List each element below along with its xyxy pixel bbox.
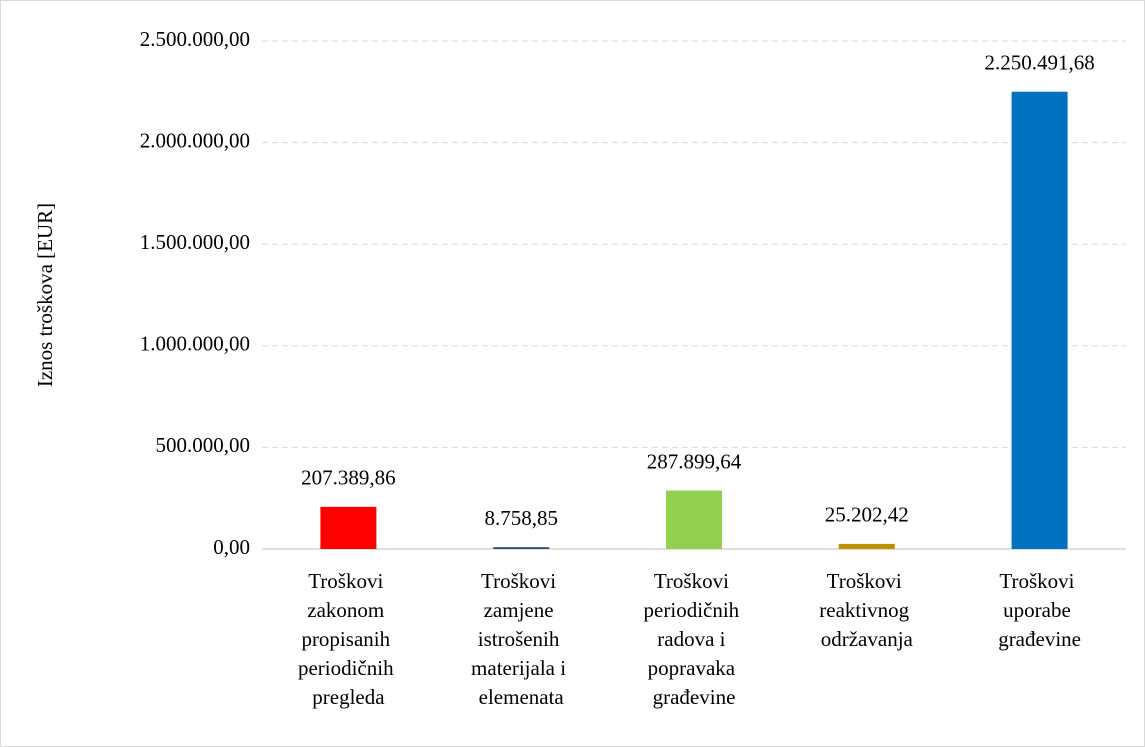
- y-tick-label: 1.000.000,00: [140, 332, 250, 356]
- y-axis-label: Iznos troškova [EUR]: [33, 203, 57, 387]
- data-label: 287.899,64: [647, 449, 742, 473]
- x-tick-label: Troškovi zamjene istrošenih materijala i…: [471, 569, 571, 709]
- bar: [320, 506, 377, 549]
- x-tick-label: Troškovi periodičnih radova i popravaka …: [644, 569, 745, 709]
- y-tick-label: 2.000.000,00: [140, 128, 250, 152]
- x-tick-label: Troškovi zakonom propisanih periodičnih …: [298, 569, 399, 709]
- data-label: 25.202,42: [825, 503, 909, 527]
- bar: [493, 547, 550, 549]
- y-tick-label: 2.500.000,00: [140, 27, 250, 51]
- y-tick-label: 500.000,00: [156, 433, 251, 457]
- bar: [1011, 91, 1068, 550]
- x-tick-label: Troškovi reaktivnog održavanja: [819, 569, 914, 651]
- y-tick-label: 1.500.000,00: [140, 230, 250, 254]
- data-label: 207.389,86: [301, 466, 396, 490]
- y-tick-label: 0,00: [213, 535, 250, 559]
- data-label: 8.758,85: [484, 506, 558, 530]
- bar: [838, 543, 895, 549]
- data-label: 2.250.491,68: [984, 51, 1094, 75]
- x-tick-label: Troškovi uporabe građevine: [998, 569, 1081, 651]
- bar: [666, 490, 722, 549]
